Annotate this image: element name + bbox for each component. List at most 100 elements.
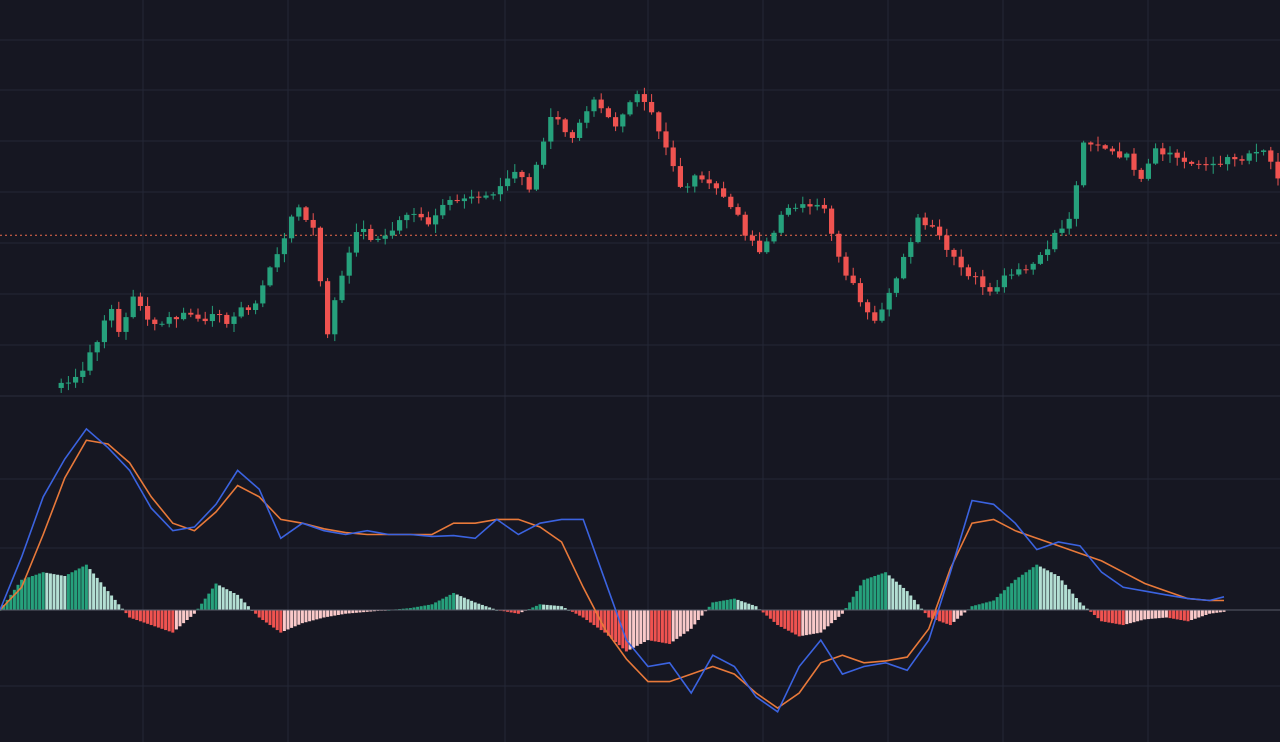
candle-54[interactable] xyxy=(440,199,446,219)
candle-129[interactable] xyxy=(980,269,986,295)
candle-22[interactable] xyxy=(209,305,215,327)
candle-35[interactable] xyxy=(303,206,309,223)
candle-41[interactable] xyxy=(346,246,352,284)
candle-153[interactable] xyxy=(1153,143,1159,165)
candle-138[interactable] xyxy=(1045,240,1051,261)
candle-86[interactable] xyxy=(670,140,676,172)
candle-85[interactable] xyxy=(663,122,669,156)
candle-28[interactable] xyxy=(253,300,259,315)
candle-167[interactable] xyxy=(1253,143,1259,162)
candle-126[interactable] xyxy=(958,249,964,276)
candle-27[interactable] xyxy=(245,305,251,315)
candle-141[interactable] xyxy=(1066,212,1072,235)
candle-61[interactable] xyxy=(490,192,496,200)
candle-143[interactable] xyxy=(1081,140,1087,188)
candle-17[interactable] xyxy=(173,315,179,328)
candle-19[interactable] xyxy=(188,308,194,318)
candle-97[interactable] xyxy=(749,230,755,246)
candle-152[interactable] xyxy=(1145,158,1151,181)
candle-169[interactable] xyxy=(1268,146,1274,170)
candle-148[interactable] xyxy=(1117,142,1123,159)
candle-67[interactable] xyxy=(533,161,539,192)
candle-88[interactable] xyxy=(685,183,691,193)
candle-31[interactable] xyxy=(274,247,280,273)
candle-30[interactable] xyxy=(267,266,273,287)
candle-170[interactable] xyxy=(1275,152,1280,186)
candle-69[interactable] xyxy=(548,108,554,150)
candle-111[interactable] xyxy=(850,267,856,285)
candle-6[interactable] xyxy=(94,340,100,362)
candle-133[interactable] xyxy=(1009,268,1015,280)
candle-107[interactable] xyxy=(821,198,827,214)
candle-149[interactable] xyxy=(1124,152,1130,161)
candle-136[interactable] xyxy=(1030,262,1036,275)
candle-157[interactable] xyxy=(1181,151,1187,169)
candle-151[interactable] xyxy=(1138,167,1144,182)
candle-123[interactable] xyxy=(937,219,943,240)
candle-159[interactable] xyxy=(1196,160,1202,170)
candle-10[interactable] xyxy=(123,312,129,340)
candle-14[interactable] xyxy=(152,317,158,331)
candle-75[interactable] xyxy=(591,96,597,117)
candle-7[interactable] xyxy=(101,315,107,349)
candle-71[interactable] xyxy=(562,117,568,137)
candle-36[interactable] xyxy=(310,213,316,236)
candle-113[interactable] xyxy=(865,299,871,320)
candle-164[interactable] xyxy=(1232,153,1238,167)
candle-5[interactable] xyxy=(87,344,93,376)
candle-53[interactable] xyxy=(433,208,439,233)
candle-40[interactable] xyxy=(339,270,345,304)
candle-146[interactable] xyxy=(1102,144,1108,150)
candle-93[interactable] xyxy=(721,181,727,198)
candle-135[interactable] xyxy=(1023,264,1029,274)
candle-96[interactable] xyxy=(742,211,748,241)
candle-161[interactable] xyxy=(1210,156,1216,174)
candle-24[interactable] xyxy=(224,312,230,328)
candle-168[interactable] xyxy=(1261,149,1267,156)
candle-112[interactable] xyxy=(857,278,863,307)
candle-72[interactable] xyxy=(569,129,575,143)
candlestick-series[interactable] xyxy=(58,87,1280,393)
candle-70[interactable] xyxy=(555,111,561,125)
candle-109[interactable] xyxy=(836,230,842,263)
candle-76[interactable] xyxy=(598,93,604,114)
candle-127[interactable] xyxy=(965,264,971,280)
candle-32[interactable] xyxy=(281,232,287,263)
candle-115[interactable] xyxy=(879,302,885,323)
candle-55[interactable] xyxy=(447,196,453,211)
candle-163[interactable] xyxy=(1225,154,1231,171)
candle-45[interactable] xyxy=(375,236,381,243)
candle-131[interactable] xyxy=(994,279,1000,294)
candle-84[interactable] xyxy=(656,111,662,140)
candle-165[interactable] xyxy=(1239,155,1245,165)
candle-74[interactable] xyxy=(584,106,590,129)
candle-15[interactable] xyxy=(159,321,165,327)
candle-87[interactable] xyxy=(677,157,683,189)
candle-18[interactable] xyxy=(181,307,187,321)
candle-82[interactable] xyxy=(641,87,647,111)
candle-144[interactable] xyxy=(1088,141,1094,152)
candle-26[interactable] xyxy=(238,301,244,319)
candle-114[interactable] xyxy=(872,305,878,324)
candle-162[interactable] xyxy=(1217,155,1223,168)
candle-3[interactable] xyxy=(73,368,79,388)
candle-142[interactable] xyxy=(1073,181,1079,227)
candle-34[interactable] xyxy=(296,204,302,221)
candle-110[interactable] xyxy=(843,252,849,281)
candle-47[interactable] xyxy=(389,221,395,239)
candle-62[interactable] xyxy=(497,177,503,202)
candle-51[interactable] xyxy=(418,207,424,221)
candle-95[interactable] xyxy=(735,203,741,217)
candle-158[interactable] xyxy=(1189,160,1195,166)
candle-91[interactable] xyxy=(706,170,712,190)
candle-147[interactable] xyxy=(1109,146,1115,155)
candle-83[interactable] xyxy=(649,94,655,115)
candle-38[interactable] xyxy=(325,277,331,339)
candle-80[interactable] xyxy=(627,100,633,117)
candle-79[interactable] xyxy=(620,113,626,133)
candle-124[interactable] xyxy=(944,228,950,257)
candle-81[interactable] xyxy=(634,90,640,107)
candle-134[interactable] xyxy=(1016,263,1022,277)
candle-73[interactable] xyxy=(577,119,583,141)
